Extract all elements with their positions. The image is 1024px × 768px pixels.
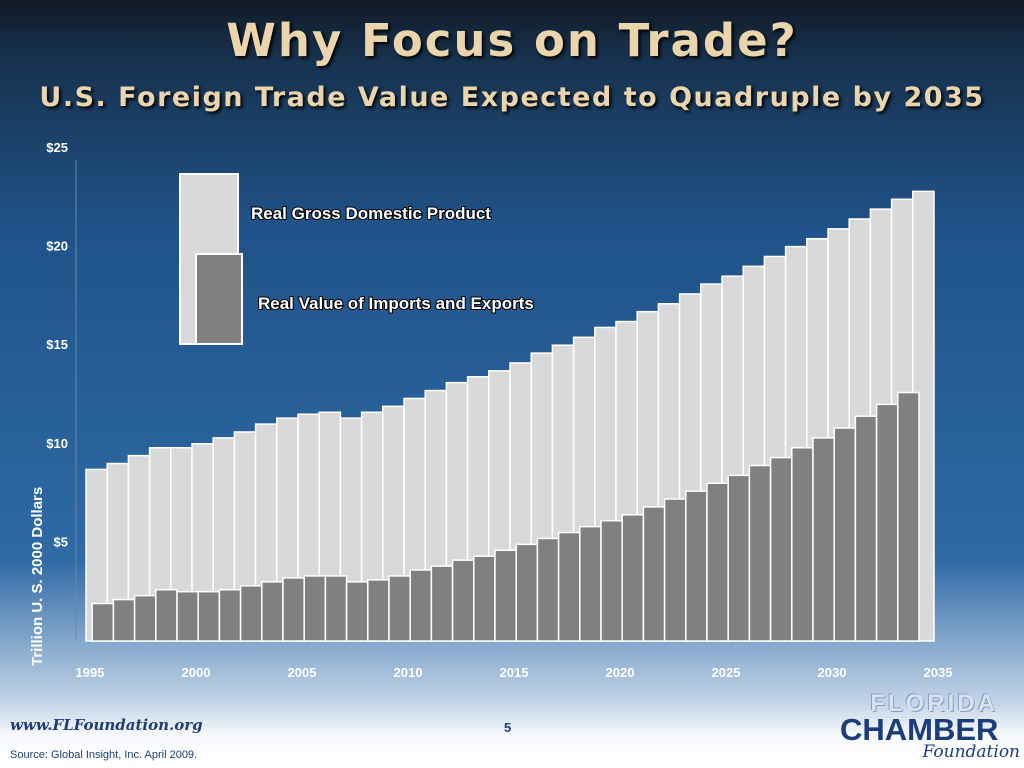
y-axis-ticks: $5 $10 $15 $20 $25 (46, 140, 68, 549)
trade-bar (515, 543, 539, 642)
x-tick-label: 2035 (924, 665, 953, 680)
trade-bar (176, 590, 199, 642)
y-tick-label: $20 (46, 239, 68, 254)
trade-bar (833, 427, 857, 642)
legend: Real Gross Domestic Product Real Value o… (179, 173, 535, 345)
x-tick-label: 2025 (712, 665, 741, 680)
trade-bars-group (91, 391, 920, 642)
website-url[interactable]: www.FLFoundation.org (10, 716, 203, 734)
trade-bar (769, 456, 793, 642)
logo-foundation-text: Foundation (922, 742, 1020, 762)
trade-bar (579, 525, 602, 642)
trade-bar (239, 585, 263, 642)
trade-bar (91, 602, 115, 642)
trade-bar (897, 391, 920, 642)
trade-bar (875, 403, 899, 642)
trade-bar (155, 588, 178, 642)
trade-bar (133, 594, 157, 642)
trade-bar (112, 598, 136, 642)
trade-bar (282, 577, 305, 642)
trade-bar (345, 581, 369, 642)
y-axis-label: Trillion U. S. 2000 Dollars (29, 487, 46, 666)
florida-chamber-logo: FLORIDA CHAMBER Foundation (840, 690, 1020, 765)
trade-bar (854, 415, 878, 642)
x-tick-label: 1995 (76, 665, 105, 680)
x-axis-ticks: 1995 2000 2005 2010 2015 2020 2025 2030 2035 (76, 665, 953, 680)
y-tick-label: $15 (46, 337, 68, 352)
trade-bar (218, 588, 242, 642)
logo-chamber-text: CHAMBER (840, 712, 999, 747)
trade-bar (261, 581, 284, 642)
trade-bar (642, 506, 666, 642)
y-tick-label: $5 (54, 534, 68, 549)
trade-bar (727, 474, 751, 642)
trade-bar (367, 579, 390, 642)
x-tick-label: 2030 (818, 665, 847, 680)
trade-bar (706, 482, 729, 642)
trade-bar (494, 549, 517, 642)
trade-bar (536, 537, 560, 642)
x-tick-label: 2015 (500, 665, 529, 680)
trade-bar (197, 590, 221, 642)
trade-bar (324, 575, 348, 642)
trade-bar (473, 555, 496, 642)
trade-bar (430, 565, 454, 642)
y-tick-label: $10 (46, 436, 68, 451)
logo-florida-text: FLORIDA (870, 690, 998, 717)
slide-subtitle: U.S. Foreign Trade Value Expected to Qua… (39, 82, 985, 113)
trade-bar (600, 519, 623, 642)
trade-bar (685, 490, 708, 642)
trade-bar (557, 531, 581, 642)
trade-bar (791, 446, 814, 642)
x-tick-label: 2010 (394, 665, 423, 680)
trade-bar (451, 559, 475, 642)
trade-bar (303, 575, 327, 642)
trade-bar (812, 437, 835, 642)
trade-bar (748, 464, 772, 642)
page-number: 5 (504, 720, 512, 735)
trade-bar (621, 514, 645, 642)
trade-bar (409, 569, 433, 642)
trade-bar (388, 575, 411, 642)
x-tick-label: 2020 (606, 665, 635, 680)
slide-title: Why Focus on Trade? (226, 14, 798, 67)
x-tick-label: 2005 (288, 665, 317, 680)
legend-label-gdp: Real Gross Domestic Product (251, 204, 491, 223)
y-tick-label: $25 (46, 140, 68, 155)
x-tick-label: 2000 (182, 665, 211, 680)
legend-swatch-trade (195, 253, 243, 345)
legend-label-trade: Real Value of Imports and Exports (258, 294, 534, 313)
trade-bar (663, 498, 687, 642)
source-note: Source: Global Insight, Inc. April 2009. (10, 749, 198, 761)
